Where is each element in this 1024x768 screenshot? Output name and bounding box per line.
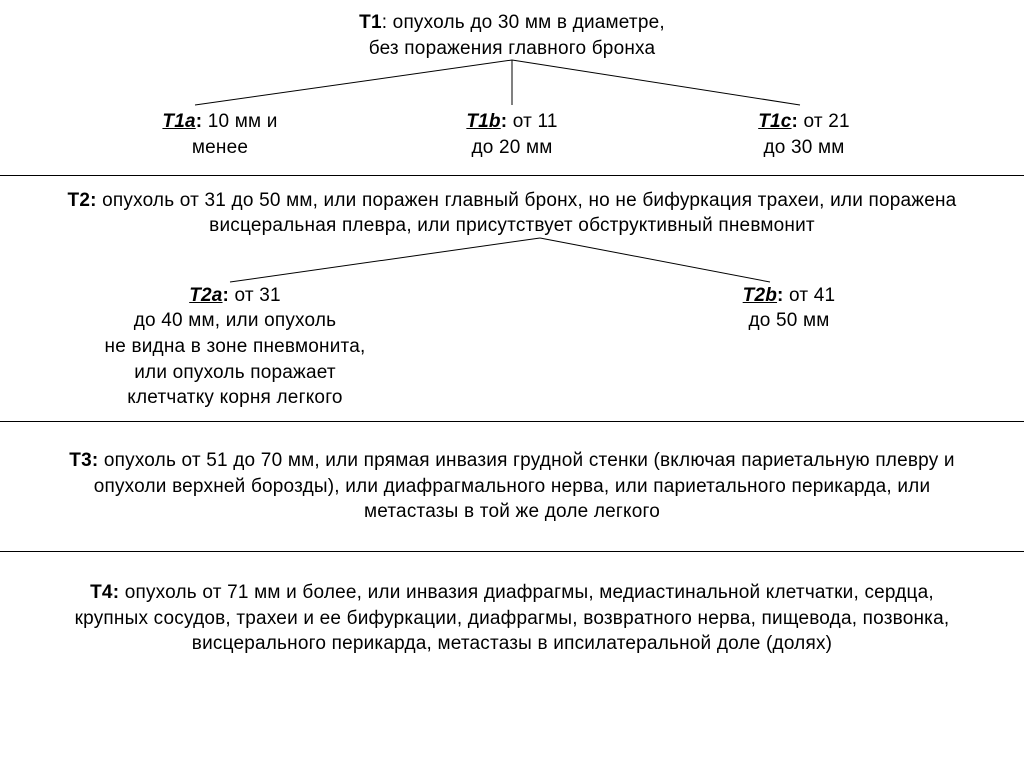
t2-rest: опухоль от 31 до 50 мм, или поражен глав…	[97, 190, 957, 237]
t1b-label: T1b	[466, 111, 500, 132]
t4-section: T4: опухоль от 71 мм и более, или инвази…	[0, 552, 1024, 657]
t2a-extra-1: не видна в зоне пневмонита,	[105, 336, 366, 357]
t1b-node: T1b: от 11 до 20 мм	[412, 109, 612, 160]
t2a-extra-2: или опухоль поражает	[134, 362, 336, 383]
t2a-label: T2a	[189, 285, 222, 306]
t2a-node: T2a: от 31 до 40 мм, или опухоль не видн…	[90, 283, 380, 411]
t1c-node: T1c: от 21 до 30 мм	[704, 109, 904, 160]
t3-text: T3: опухоль от 51 до 70 мм, или прямая и…	[0, 448, 1024, 525]
t3-section: T3: опухоль от 51 до 70 мм, или прямая и…	[0, 422, 1024, 551]
t1-children: T1a:: 10 мм и 10 мм и менее T1b: от 11 д…	[0, 109, 1024, 160]
t2a-extra-0: до 40 мм, или опухоль	[134, 310, 337, 331]
t2b-label: T2b	[743, 285, 777, 306]
t1a-node: T1a:: 10 мм и 10 мм и менее	[120, 109, 320, 160]
t2a-extra-3: клетчатку корня легкого	[127, 387, 342, 408]
t3-label: T3:	[69, 450, 98, 471]
t3-body: опухоль от 51 до 70 мм, или прямая инваз…	[94, 450, 955, 522]
t1b-text2: до 20 мм	[471, 137, 552, 158]
t1-root: T1: опухоль до 30 мм в диаметре, без пор…	[0, 10, 1024, 61]
t2b-node: T2b: от 41 до 50 мм	[644, 283, 934, 411]
t2-root: T2: опухоль от 31 до 50 мм, или поражен …	[0, 188, 1024, 239]
t1a-label: T1a	[162, 111, 195, 132]
t1-section: T1: опухоль до 30 мм в диаметре, без пор…	[0, 0, 1024, 161]
t4-text: T4: опухоль от 71 мм и более, или инвази…	[0, 580, 1024, 657]
t1a-text2: менее	[192, 137, 248, 158]
t2-section: T2: опухоль от 31 до 50 мм, или поражен …	[0, 176, 1024, 411]
t1-line2: без поражения главного бронха	[369, 38, 656, 59]
t2b-extra-0: до 50 мм	[748, 310, 829, 331]
t1c-label: T1c	[758, 111, 791, 132]
t4-body: опухоль от 71 мм и более, или инвазия ди…	[75, 582, 950, 654]
t1-label: T1	[359, 12, 382, 33]
t1-line1: : опухоль до 30 мм в диаметре,	[382, 12, 665, 33]
t1c-text2: до 30 мм	[763, 137, 844, 158]
t4-label: T4:	[90, 582, 119, 603]
t2-label: T2:	[68, 190, 97, 211]
t2-children: T2a: от 31 до 40 мм, или опухоль не видн…	[0, 283, 1024, 411]
